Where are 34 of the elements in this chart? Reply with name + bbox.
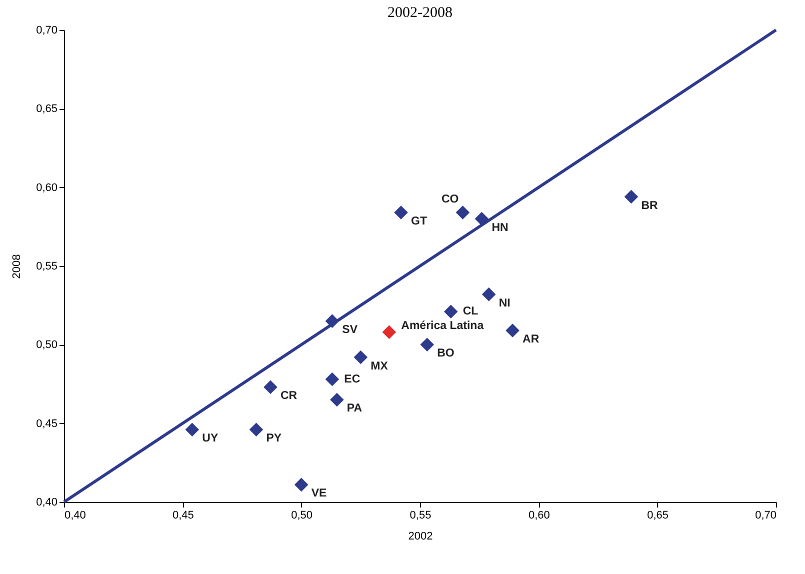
x-tick-label: 0,60 (528, 510, 550, 522)
annotation: UY (202, 432, 218, 445)
x-tick-label: 0,45 (172, 510, 194, 522)
annotation: BO (437, 348, 454, 360)
y-tick-label: 0,65 (36, 103, 58, 116)
annotation: CL (462, 306, 478, 318)
annotation: BR (641, 200, 659, 212)
y-tick-label: 0,70 (36, 24, 58, 36)
x-tick-label: 0,50 (291, 510, 313, 522)
annotation: EC (344, 373, 360, 386)
annotation: PA (346, 402, 362, 415)
y-tick-label: 0,55 (36, 260, 58, 272)
annotation: HN (492, 222, 508, 234)
annotation: MX (370, 360, 388, 372)
annotation: VE (311, 488, 328, 500)
chart-title: 2002-2008 (388, 5, 452, 21)
x-tick-label: 0,40 (64, 510, 86, 522)
annotation: GT (411, 216, 427, 228)
annotation: CO (441, 194, 459, 206)
y-tick-label: 0,45 (36, 418, 58, 430)
annotation: PY (266, 432, 282, 445)
annotation: América Latina (401, 320, 484, 332)
x-axis-title: 2002 (408, 530, 433, 542)
y-tick-label: 0,40 (36, 496, 58, 508)
y-axis-title: 2008 (11, 254, 24, 279)
annotation: NI (498, 297, 510, 310)
annotation: AR (522, 334, 540, 346)
y-tick-label: 0,60 (36, 182, 58, 194)
annotation: SV (342, 324, 358, 336)
x-tick-label: 0,70 (755, 510, 776, 522)
x-tick-label: 0,65 (647, 510, 669, 522)
y-tick-label: 0,50 (36, 339, 58, 352)
x-tick-label: 0,55 (410, 510, 432, 522)
annotation: CR (280, 390, 298, 402)
